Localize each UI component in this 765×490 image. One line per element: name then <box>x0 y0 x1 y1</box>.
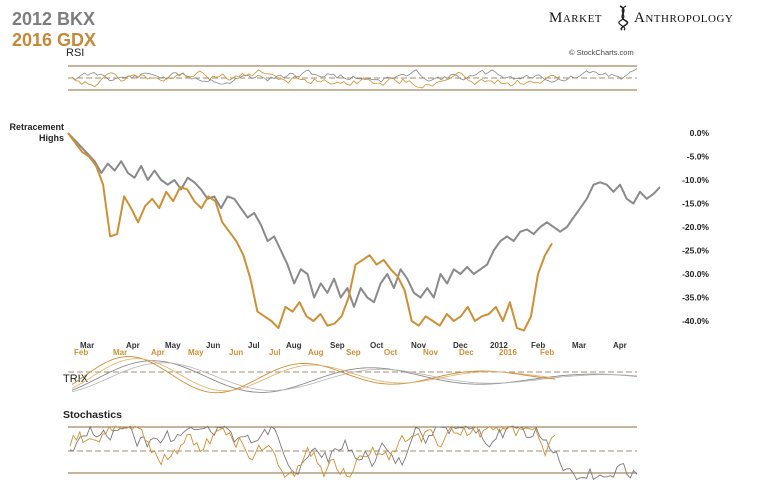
x-tick-label-gdx: Mar <box>113 348 127 357</box>
x-tick-label-gdx: Aug <box>308 348 324 357</box>
trix-gdx-line <box>71 356 556 394</box>
x-tick-label-gdx: Jun <box>229 348 243 357</box>
rsi-label: RSI <box>66 47 84 59</box>
brand-a: A <box>634 10 645 26</box>
trix-gdx-signal <box>71 358 556 392</box>
x-tick-label-bkx: Aug <box>286 341 302 350</box>
brand-logo: MARKET ANTHROPOLOGY <box>549 5 733 31</box>
svg-text:ANTHROPOLOGY: ANTHROPOLOGY <box>634 10 733 26</box>
brand-m: M <box>549 10 563 26</box>
series-line-bkx <box>67 132 661 308</box>
y-tick-label: -30.0% <box>682 269 709 279</box>
x-tick-label-bkx: Mar <box>80 341 94 350</box>
y-tick-label: -15.0% <box>682 199 709 209</box>
brand-arket: ARKET <box>563 13 602 25</box>
x-tick-label-gdx: Dec <box>459 348 474 357</box>
x-axis-bkx: Mar Apr May Jun Jul Aug Sep Oct Nov Dec 2012 Feb Mar… <box>80 341 627 350</box>
dna-helix-icon <box>618 5 629 31</box>
x-tick-label-gdx: Feb <box>540 348 554 357</box>
x-tick-label-bkx: May <box>165 341 181 350</box>
x-tick-label-bkx: Jun <box>206 341 220 350</box>
y-tick-label: -35.0% <box>682 293 709 303</box>
rsi-panel: RSI © StockCharts.com <box>66 47 638 91</box>
x-tick-label-gdx: Nov <box>423 348 439 357</box>
x-tick-label-bkx: Apr <box>126 341 140 350</box>
title-bkx: 2012 BKX <box>12 9 95 29</box>
x-tick-label-gdx: May <box>188 348 204 357</box>
x-tick-label-bkx: Mar <box>572 341 586 350</box>
brand-nthropology: NTHROPOLOGY <box>645 13 733 25</box>
x-tick-label-bkx: Nov <box>411 341 427 350</box>
series-line-gdx <box>67 132 553 332</box>
credit-text: © StockCharts.com <box>569 48 634 57</box>
y-tick-label: -40.0% <box>682 316 709 326</box>
stoch-bkx-line <box>69 425 638 481</box>
y-tick-label: -5.0% <box>687 152 710 162</box>
stochastics-label: Stochastics <box>63 409 122 421</box>
y-tick-label: -10.0% <box>682 175 709 185</box>
x-tick-label-gdx: 2016 <box>499 348 517 357</box>
x-tick-label-gdx: Jul <box>269 348 281 357</box>
stochastics-panel: Stochastics <box>63 409 638 481</box>
x-tick-label-gdx: Oct <box>384 348 398 357</box>
main-plot <box>67 132 661 332</box>
y-tick-label: -20.0% <box>682 222 709 232</box>
y-tick-label: -25.0% <box>682 246 709 256</box>
trix-panel: TRIX <box>63 356 638 394</box>
x-tick-label-bkx: Apr <box>613 341 627 350</box>
trix-label: TRIX <box>63 373 89 385</box>
title-gdx: 2016 GDX <box>12 30 96 50</box>
trix-bkx-signal <box>71 362 638 393</box>
y-axis: 0.0% -5.0% -10.0% -15.0% -20.0% -25.0% -30.0% -… <box>682 128 709 326</box>
x-tick-label-bkx: Jul <box>248 341 260 350</box>
retracement-label-1: Retracement <box>9 122 64 132</box>
retracement-label-2: Highs <box>39 133 64 143</box>
x-axis-gdx: Feb Mar Apr May Jun Jul Aug Sep Oct Nov Dec 2016 Feb <box>74 348 554 357</box>
x-tick-label-bkx: Dec <box>453 341 468 350</box>
svg-text:MARKET: MARKET <box>549 10 602 26</box>
x-tick-label-bkx: 2012 <box>490 341 508 350</box>
x-tick-label-gdx: Sep <box>346 348 361 357</box>
x-tick-label-gdx: Apr <box>151 348 165 357</box>
rsi-gdx-line <box>71 69 561 89</box>
x-tick-label-bkx: Oct <box>370 341 384 350</box>
x-tick-label-bkx: Sep <box>330 341 345 350</box>
stoch-gdx-line <box>69 425 556 479</box>
x-tick-label-gdx: Feb <box>74 348 88 357</box>
x-tick-label-bkx: Feb <box>531 341 545 350</box>
y-tick-label: 0.0% <box>690 128 710 138</box>
